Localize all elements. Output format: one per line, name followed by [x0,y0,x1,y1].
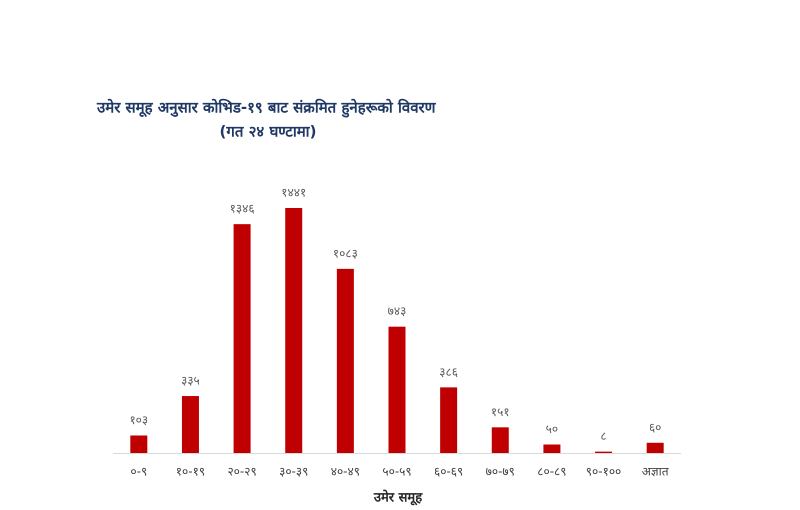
bar [595,451,613,453]
bar [181,396,199,453]
bar [440,387,458,453]
bar [388,326,406,453]
x-tick-label: अज्ञात [642,465,670,479]
value-label: १०८३ [333,246,358,260]
bar [336,268,354,453]
x-tick-label: २०-२९ [227,465,256,479]
value-label: ३३५ [181,374,200,388]
x-tick-label: १०-१९ [176,465,205,479]
x-tick-label: ६०-६९ [434,465,463,479]
bar [130,435,148,453]
chart-title: उमेर समूह अनुसार कोभिड-१९ बाट संक्रमित ह… [96,99,437,119]
bar [646,442,664,453]
x-tick-label: ९०-१०० [586,465,622,479]
value-label: ७४३ [388,304,407,318]
value-label: ६० [649,420,661,434]
value-label: १५१ [491,405,510,419]
x-tick-label: ०-९ [130,465,147,479]
x-axis-label: उमेर समूह [373,490,423,506]
x-tick-label: ३०-३९ [279,465,308,479]
value-label: ८ [600,429,606,443]
chart-subtitle: (गत २४ घण्टामा) [220,123,317,141]
bar [233,224,251,453]
x-tick-label: ८०-८९ [537,465,566,479]
bar [285,208,303,453]
value-label: १४४१ [281,186,306,200]
value-label: ५० [546,422,558,436]
x-tick-label: ५०-५९ [382,465,411,479]
bar [543,444,561,453]
value-label: ३८६ [439,365,458,379]
x-tick-label: ७०-७९ [486,465,515,479]
value-label: १३४६ [230,202,255,216]
value-label: १०३ [129,413,148,427]
bar [491,427,509,453]
x-tick-label: ४०-४९ [331,465,360,479]
